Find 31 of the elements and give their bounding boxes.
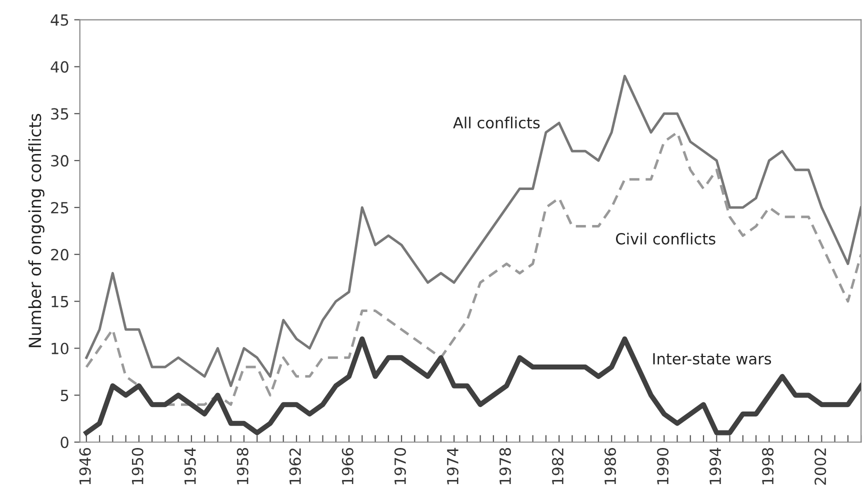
x-tick-label: 1966	[342, 448, 354, 484]
x-tick-label: 1954	[184, 448, 196, 484]
y-tick-label: 40	[50, 61, 68, 73]
y-tick-label: 0	[60, 436, 68, 448]
x-tick-label: 1962	[289, 448, 301, 484]
x-tick-label: 1994	[710, 448, 722, 484]
x-tick-label: 1970	[394, 448, 406, 484]
x-tick-label: 1982	[552, 448, 564, 484]
x-tick-label: 1998	[762, 448, 774, 484]
x-tick-label: 1958	[236, 448, 248, 484]
y-tick-label: 30	[51, 155, 68, 167]
x-tick-label: 1990	[656, 448, 669, 484]
x-tick-label: 2002	[814, 448, 826, 485]
line-series	[85, 74, 862, 388]
y-tick-label: 15	[52, 296, 68, 308]
y-tick-label: 35	[51, 108, 68, 120]
x-tick-label: 1950	[132, 448, 144, 484]
y-tick-label: 25	[51, 202, 68, 214]
series-label: Civil conflicts	[616, 232, 716, 245]
x-tick-label: 1946	[79, 448, 91, 484]
x-tick-label: 1978	[499, 448, 511, 484]
y-tick-label: 20	[51, 248, 68, 260]
y-tick-label: 45	[50, 14, 68, 26]
x-tick-label: 1974	[446, 448, 458, 484]
y-tick-label: 5	[60, 390, 68, 402]
y-axis-title: Number of ongoing conflicts	[28, 114, 44, 348]
line-series	[85, 131, 862, 406]
x-tick-label: 1986	[604, 448, 616, 484]
y-tick-label: 10	[52, 342, 68, 354]
series-label: All conflicts	[453, 116, 540, 128]
series-label: Inter-state wars	[653, 353, 772, 365]
